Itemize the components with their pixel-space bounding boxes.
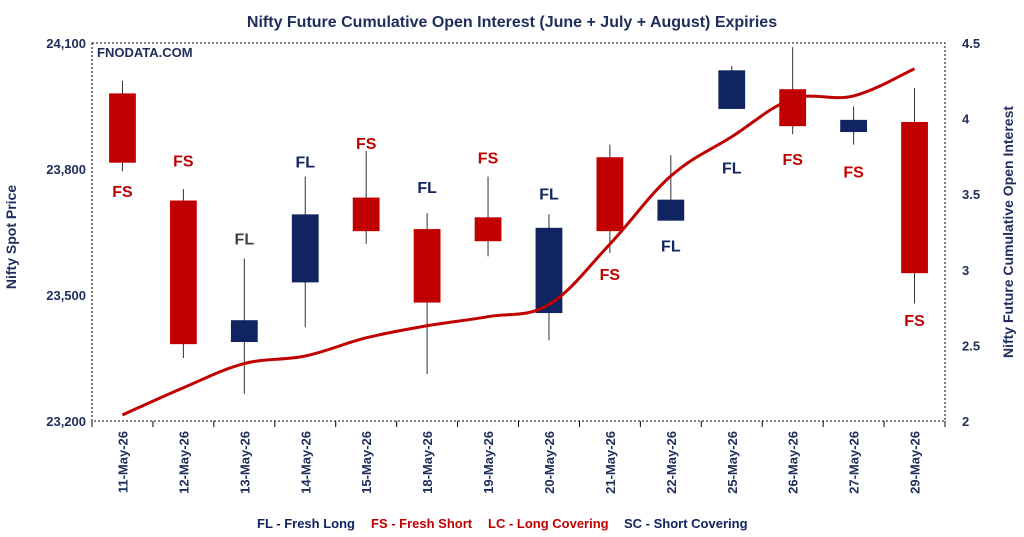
right-tick-label: 2.5 <box>962 338 980 353</box>
chart-title: Nifty Future Cumulative Open Interest (J… <box>247 14 777 31</box>
left-tick-label: 23,500 <box>46 288 86 303</box>
right-tick-label: 2 <box>962 414 969 429</box>
candle-body <box>840 119 868 133</box>
candle-body <box>352 197 380 232</box>
x-axis: 11-May-26 12-May-26 13-May-26 14-May-26 15-M… <box>91 421 946 494</box>
x-tick-label: 27-May-26 <box>847 431 862 494</box>
right-axis-ticks: 2 2.5 3 3.5 4 4.5 <box>962 36 980 429</box>
open-interest-series <box>121 67 916 417</box>
legend-item: LC - Long Covering <box>488 516 609 531</box>
candle-body <box>109 93 136 163</box>
legend: FL - Fresh Long FS - Fresh Short LC - Long… <box>257 516 748 531</box>
x-tick-label: 22-May-26 <box>664 431 679 494</box>
left-axis-title: Nifty Spot Price <box>3 185 19 289</box>
right-axis-title: Nifty Future Cumulative Open Interest <box>1000 106 1016 358</box>
annotation-label: FL <box>417 180 437 197</box>
left-tick-label: 23,800 <box>46 162 86 177</box>
x-tick-label: 15-May-26 <box>359 431 374 494</box>
annotation-label: FL <box>722 160 742 177</box>
left-axis-ticks: 23,200 23,500 23,800 24,100 <box>46 36 86 429</box>
annotation-label: FS <box>843 165 864 182</box>
x-tick-label: 20-May-26 <box>542 431 557 494</box>
oi-line <box>121 67 916 417</box>
candle-body <box>901 121 928 274</box>
x-tick-label: 11-May-26 <box>115 431 130 493</box>
candle-body <box>230 320 258 343</box>
annotation-label: FL <box>295 154 315 171</box>
candle-body <box>657 199 685 221</box>
candle-body <box>169 200 197 345</box>
annotation-label: FS <box>173 154 194 171</box>
candle-body <box>474 217 502 242</box>
annotation-label: FL <box>235 232 255 249</box>
candle-body <box>535 227 563 314</box>
legend-item: SC - Short Covering <box>624 516 748 531</box>
x-tick-label: 12-May-26 <box>176 431 191 494</box>
left-tick-label: 23,200 <box>46 414 86 429</box>
annotation-label: FS <box>356 136 377 153</box>
candle-body <box>779 89 807 127</box>
annotation-label: FS <box>600 267 621 284</box>
candles <box>109 47 928 394</box>
candle-body <box>291 214 319 283</box>
right-tick-label: 3.5 <box>962 187 980 202</box>
legend-item: FL - Fresh Long <box>257 516 355 531</box>
candle-body <box>718 70 746 109</box>
x-tick-label: 29-May-26 <box>908 431 923 494</box>
legend-item: FS - Fresh Short <box>371 516 473 531</box>
left-tick-label: 24,100 <box>46 36 86 51</box>
annotation-label: FS <box>904 313 925 330</box>
annotation-label: FS <box>478 151 499 168</box>
watermark: FNODATA.COM <box>97 45 193 60</box>
plot-area-border <box>91 42 946 422</box>
right-tick-label: 4.5 <box>962 36 980 51</box>
x-tick-label: 19-May-26 <box>481 431 496 494</box>
x-tick-label: 13-May-26 <box>237 431 252 494</box>
x-tick-label: 18-May-26 <box>420 431 435 494</box>
candle-body <box>413 229 441 303</box>
x-tick-label: 21-May-26 <box>603 431 618 494</box>
annotation-label: FS <box>782 152 803 169</box>
annotation-label: FL <box>539 186 559 203</box>
right-tick-label: 3 <box>962 263 969 278</box>
annotation-label: FL <box>661 238 681 255</box>
candle-body <box>596 157 624 232</box>
x-tick-label: 26-May-26 <box>786 431 801 494</box>
annotations: FS FS FL FL FS FL FS FL FS FL FL FS FS FS <box>112 136 925 330</box>
annotation-label: FS <box>112 184 133 201</box>
x-tick-label: 25-May-26 <box>725 431 740 494</box>
x-tick-label: 14-May-26 <box>298 431 313 494</box>
right-tick-label: 4 <box>962 112 970 127</box>
